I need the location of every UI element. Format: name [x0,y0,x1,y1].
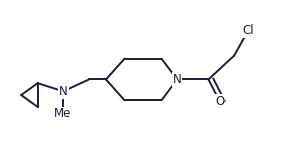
Text: Me: Me [54,107,72,120]
Text: N: N [173,73,182,86]
Text: N: N [59,85,68,98]
Text: O: O [215,95,225,108]
Text: Cl: Cl [243,24,254,37]
